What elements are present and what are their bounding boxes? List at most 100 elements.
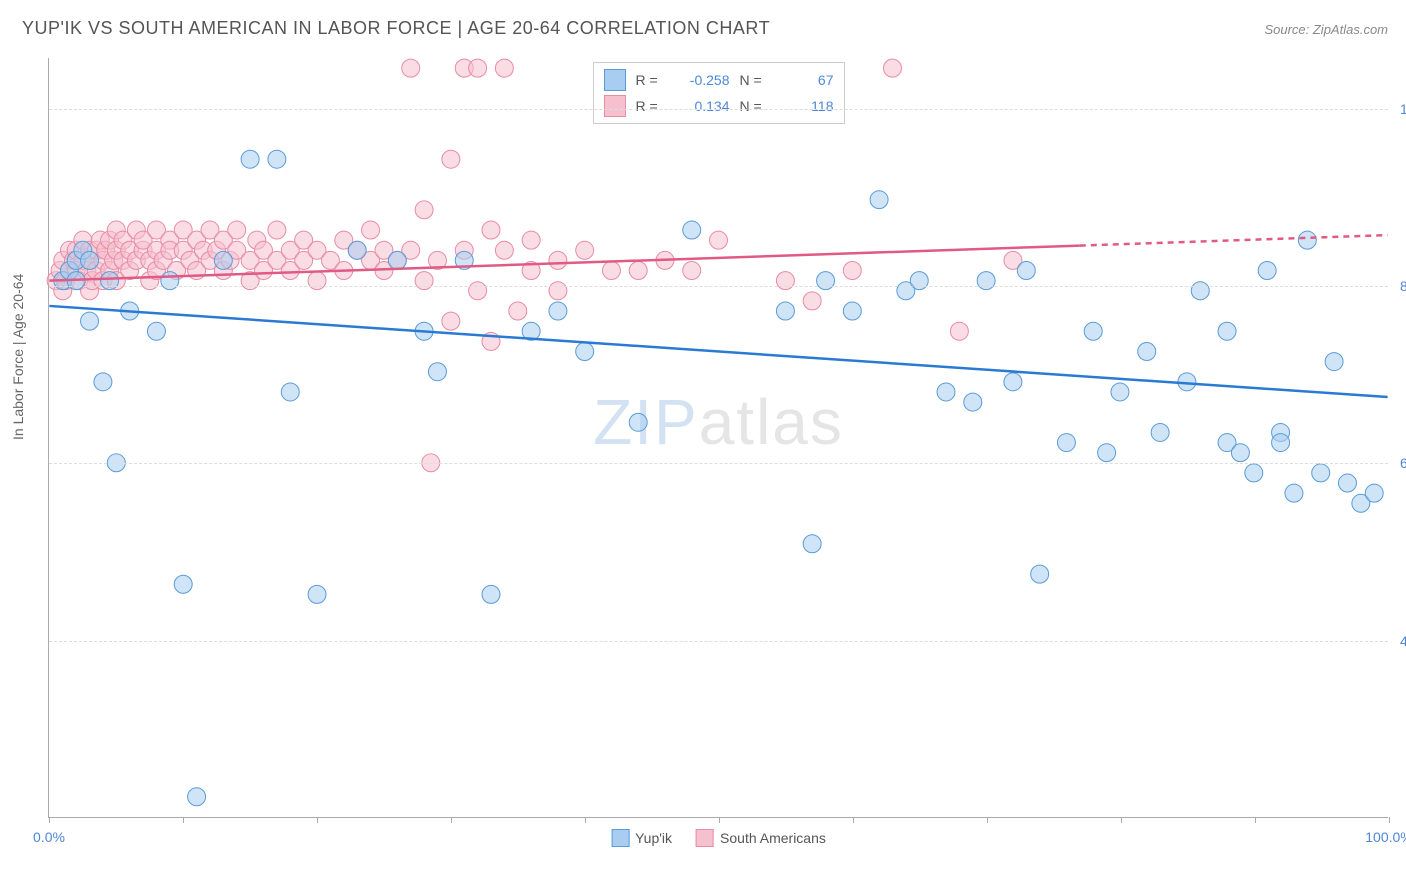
y-tick-label: 47.5%: [1392, 633, 1406, 649]
data-point: [576, 241, 594, 259]
scatter-plot-svg: [49, 58, 1388, 817]
data-point: [1325, 353, 1343, 371]
x-tick: [1121, 817, 1122, 823]
data-point: [1084, 322, 1102, 340]
data-point: [1285, 484, 1303, 502]
stats-r-label: R =: [636, 72, 664, 88]
data-point: [1312, 464, 1330, 482]
gridline: [49, 109, 1388, 110]
stats-r-label: R =: [636, 98, 664, 114]
data-point: [1258, 262, 1276, 280]
stats-swatch-yupik: [604, 69, 626, 91]
data-point: [843, 262, 861, 280]
data-point: [214, 251, 232, 269]
data-point: [1138, 342, 1156, 360]
gridline: [49, 463, 1388, 464]
data-point: [482, 221, 500, 239]
data-point: [469, 59, 487, 77]
data-point: [268, 221, 286, 239]
gridline: [49, 286, 1388, 287]
chart-title: YUP'IK VS SOUTH AMERICAN IN LABOR FORCE …: [22, 18, 770, 39]
data-point: [803, 535, 821, 553]
data-point: [281, 383, 299, 401]
x-tick: [1389, 817, 1390, 823]
x-tick: [451, 817, 452, 823]
data-point: [362, 221, 380, 239]
legend-swatch-south-american: [696, 829, 714, 847]
plot-area: ZIPatlas R = -0.258 N = 67 R = 0.134 N =…: [48, 58, 1388, 818]
x-tick-label: 0.0%: [33, 829, 65, 845]
data-point: [442, 312, 460, 330]
trend-line: [49, 306, 1387, 397]
stats-n-value: 67: [778, 72, 834, 88]
data-point: [522, 231, 540, 249]
data-point: [883, 59, 901, 77]
data-point: [188, 788, 206, 806]
x-tick: [1255, 817, 1256, 823]
chart-container: YUP'IK VS SOUTH AMERICAN IN LABOR FORCE …: [0, 0, 1406, 892]
data-point: [549, 251, 567, 269]
stats-n-value: 118: [778, 98, 834, 114]
stats-r-value: 0.134: [674, 98, 730, 114]
stats-row-south-american: R = 0.134 N = 118: [604, 93, 834, 119]
legend-label-yupik: Yup'ik: [635, 830, 672, 846]
y-tick-label: 65.0%: [1392, 455, 1406, 471]
data-point: [174, 575, 192, 593]
data-point: [469, 282, 487, 300]
stats-r-value: -0.258: [674, 72, 730, 88]
data-point: [950, 322, 968, 340]
data-point: [870, 191, 888, 209]
legend-swatch-yupik: [611, 829, 629, 847]
data-point: [1245, 464, 1263, 482]
data-point: [308, 585, 326, 603]
correlation-stats-box: R = -0.258 N = 67 R = 0.134 N = 118: [593, 62, 845, 124]
x-tick: [49, 817, 50, 823]
data-point: [1272, 434, 1290, 452]
x-tick: [987, 817, 988, 823]
stats-swatch-south-american: [604, 95, 626, 117]
data-point: [482, 585, 500, 603]
source-attribution: Source: ZipAtlas.com: [1264, 22, 1388, 37]
stats-row-yupik: R = -0.258 N = 67: [604, 67, 834, 93]
data-point: [629, 413, 647, 431]
data-point: [147, 322, 165, 340]
data-point: [710, 231, 728, 249]
stats-n-label: N =: [740, 98, 768, 114]
data-point: [803, 292, 821, 310]
data-point: [1191, 282, 1209, 300]
data-point: [268, 150, 286, 168]
data-point: [1365, 484, 1383, 502]
data-point: [241, 150, 259, 168]
data-point: [348, 241, 366, 259]
x-tick: [585, 817, 586, 823]
data-point: [1298, 231, 1316, 249]
legend-item-yupik: Yup'ik: [611, 829, 672, 847]
data-point: [1338, 474, 1356, 492]
data-point: [576, 342, 594, 360]
data-point: [776, 302, 794, 320]
y-tick-label: 100.0%: [1392, 101, 1406, 117]
data-point: [843, 302, 861, 320]
data-point: [1017, 262, 1035, 280]
data-point: [602, 262, 620, 280]
trend-line-dashed: [1080, 235, 1388, 245]
data-point: [509, 302, 527, 320]
data-point: [94, 373, 112, 391]
data-point: [228, 221, 246, 239]
data-point: [428, 363, 446, 381]
data-point: [1057, 434, 1075, 452]
data-point: [388, 251, 406, 269]
data-point: [683, 221, 701, 239]
data-point: [1151, 423, 1169, 441]
data-point: [937, 383, 955, 401]
x-tick: [853, 817, 854, 823]
data-point: [629, 262, 647, 280]
data-point: [1098, 444, 1116, 462]
data-point: [495, 59, 513, 77]
x-tick: [719, 817, 720, 823]
legend-item-south-american: South Americans: [696, 829, 826, 847]
x-tick: [317, 817, 318, 823]
legend: Yup'ik South Americans: [611, 829, 826, 847]
y-tick-label: 82.5%: [1392, 278, 1406, 294]
data-point: [549, 302, 567, 320]
